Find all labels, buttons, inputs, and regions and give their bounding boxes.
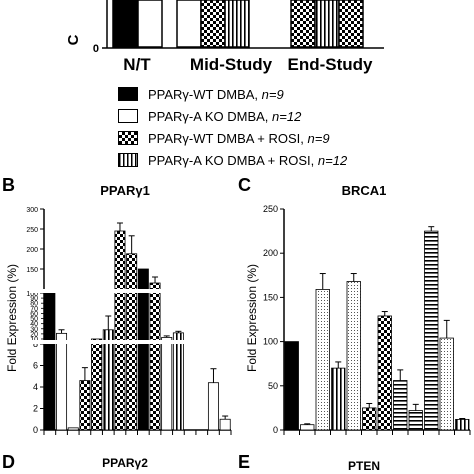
chart-c-bar [331, 367, 346, 431]
group-label-nt: N/T [123, 55, 151, 74]
chart-b-bar [44, 292, 56, 431]
top-bar [314, 0, 340, 48]
chart-b-bar [67, 427, 79, 431]
chart-b-bar [91, 338, 103, 431]
chart-b-y-tick-label: 200 [26, 247, 38, 254]
chart-c-bar [346, 281, 361, 431]
legend-label: PPARγ-WT DMBA + ROSI, n=9 [148, 130, 330, 146]
legend-swatch-solid [118, 87, 138, 101]
chart-b-y-tick-label: 40 [30, 321, 38, 328]
chart-b-y-tick-label: 10 [30, 336, 38, 343]
chart-b-y-tick-label: 50 [30, 316, 38, 323]
chart-b-bar [114, 230, 126, 431]
panel-letter-d: D [2, 452, 15, 472]
chart-b-bar [79, 380, 91, 431]
legend-item: PPARγ-A KO DMBA, n=12 [118, 107, 301, 125]
top-bar [338, 0, 364, 48]
chart-c-bar [455, 418, 470, 431]
chart-b-y-tick-label: 300 [26, 207, 38, 214]
legend-swatch-vstripe [118, 153, 138, 167]
chart-c-bar [393, 380, 408, 431]
legend-label: PPARγ-WT DMBA, n=9 [148, 86, 284, 102]
legend-swatch-check [118, 131, 138, 145]
chart-c-y-tick-label: 200 [263, 248, 278, 258]
chart-b: 02468100150200250300102030405060708090 [26, 207, 233, 435]
chart-c-y-tick-label: 50 [268, 381, 278, 391]
chart-b-bar [161, 337, 173, 431]
chart-c-y-tick-label: 0 [273, 425, 278, 435]
chart-b-y-tick-label: 4 [33, 382, 38, 392]
chart-b-y-tick-label: 0 [33, 425, 38, 435]
group-label-end-study: End-Study [288, 55, 374, 74]
top-bar [176, 0, 202, 48]
top-bar [290, 0, 316, 48]
chart-b-y-tick-label: 90 [30, 296, 38, 303]
chart-b-y-tick-label: 80 [30, 301, 38, 308]
chart-c-y-tick-label: 100 [263, 337, 278, 347]
chart-b-y-tick-label: 2 [33, 404, 38, 414]
top-chart: C 0 N/T Mid-Study End-Study [65, 0, 384, 74]
chart-b-y-tick-label: 60 [30, 311, 38, 318]
chart-b-bar [219, 418, 231, 431]
chart-c-bar [315, 289, 330, 431]
chart-b-y-tick-label: 150 [26, 267, 38, 274]
top-bar [137, 0, 163, 48]
chart-b-y-tick-label: 6 [33, 361, 38, 371]
chart-title-pten: PTEN [348, 459, 380, 473]
chart-b-y-tick-label: 20 [30, 331, 38, 338]
chart-b-y-tick-label: 250 [26, 227, 38, 234]
chart-c-bar [300, 424, 315, 431]
top-ylabel-fragment: C [65, 34, 82, 45]
chart-b-ylabel: Fold Expression (%) [5, 264, 19, 372]
chart-c-ylabel: Fold Expression (%) [245, 264, 259, 372]
chart-b-y-tick-label: 100 [26, 291, 38, 298]
chart-title-brca1: BRCA1 [342, 183, 387, 198]
chart-c-bar [424, 230, 439, 431]
top-zero-tick: 0 [93, 43, 99, 55]
chart-title-ppar-gamma2: PPARγ2 [102, 456, 148, 470]
top-bar [224, 0, 250, 48]
chart-c: 0 50 100 150 200 250 [263, 204, 471, 435]
chart-b-y-tick-label: 30 [30, 326, 38, 333]
chart-c-bar [284, 341, 299, 431]
chart-title-ppar-gamma1: PPARγ1 [100, 183, 150, 198]
panel-letter-b: B [2, 175, 15, 195]
panel-letter-e: E [238, 452, 250, 472]
legend-swatch-white [118, 109, 138, 123]
legend-item: PPARγ-A KO DMBA + ROSI, n=12 [118, 151, 347, 169]
chart-c-bar [362, 407, 377, 431]
legend-label: PPARγ-A KO DMBA + ROSI, n=12 [148, 152, 348, 168]
chart-c-bar [408, 410, 423, 431]
chart-b-bar [207, 382, 219, 431]
chart-c-bar [439, 337, 454, 431]
legend-label: PPARγ-A KO DMBA, n=12 [148, 108, 302, 124]
legend-item: PPARγ-WT DMBA + ROSI, n=9 [118, 129, 330, 147]
chart-b-bar [137, 268, 149, 431]
chart-b-bar [172, 332, 184, 431]
chart-b-bar [102, 329, 114, 431]
chart-b-bar [149, 282, 161, 431]
legend-item: PPARγ-WT DMBA, n=9 [118, 85, 284, 103]
top-bar [112, 0, 138, 48]
chart-b-y-tick-label: 70 [30, 306, 38, 313]
chart-b-axis-break [30, 289, 233, 293]
chart-b-bar [56, 332, 68, 431]
top-bar [200, 0, 226, 48]
chart-c-y-tick-label: 150 [263, 292, 278, 302]
panel-letter-c: C [238, 175, 251, 195]
chart-c-bar [377, 315, 392, 431]
group-label-mid-study: Mid-Study [190, 55, 273, 74]
chart-c-y-tick-label: 250 [263, 204, 278, 214]
chart-b-axis-break [30, 340, 233, 344]
